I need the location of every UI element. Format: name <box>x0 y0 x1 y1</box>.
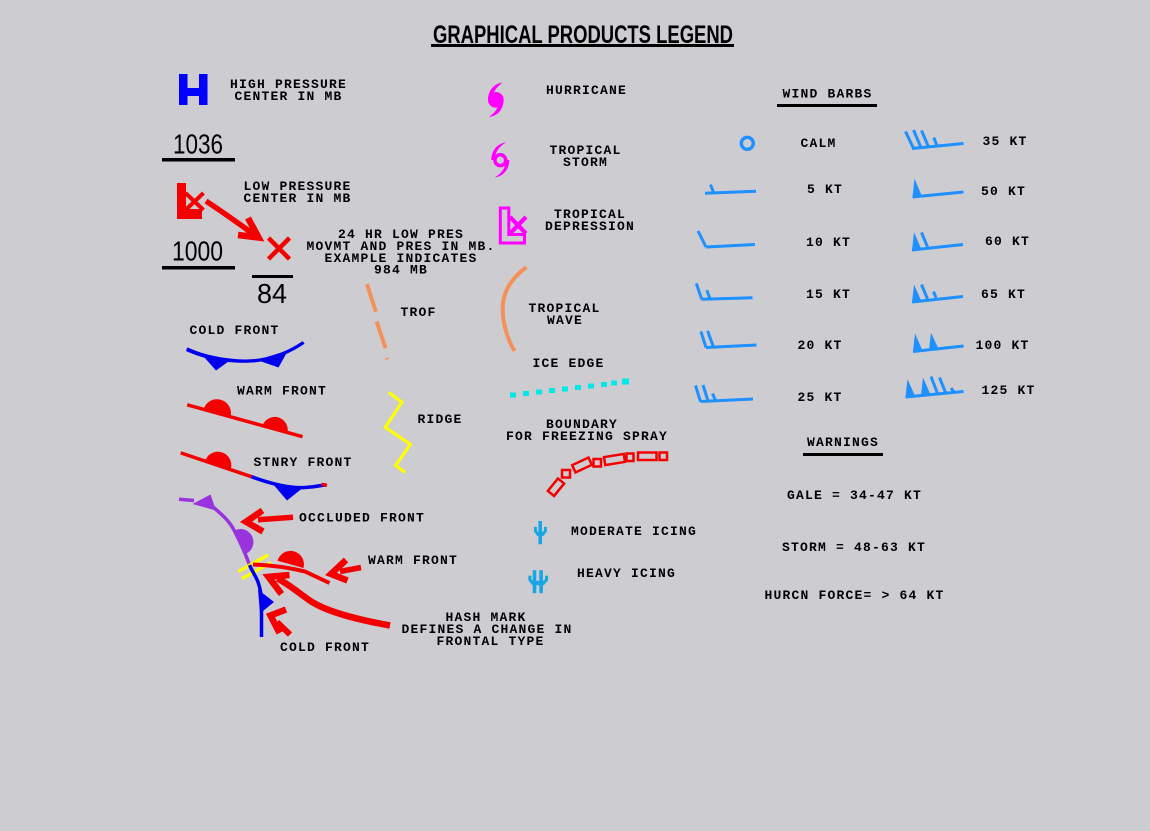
svg-text:WARM FRONT: WARM FRONT <box>368 553 458 568</box>
svg-text:10 KT: 10 KT <box>806 235 851 250</box>
svg-text:1036: 1036 <box>173 129 223 160</box>
svg-text:60 KT: 60 KT <box>985 234 1030 249</box>
svg-text:24 HR LOW PRES: 24 HR LOW PRES <box>338 227 464 242</box>
svg-text:TROF: TROF <box>400 305 436 320</box>
svg-text:DEPRESSION: DEPRESSION <box>545 219 635 234</box>
svg-text:FRONTAL TYPE: FRONTAL TYPE <box>436 634 544 649</box>
svg-text:ICE EDGE: ICE EDGE <box>532 356 604 371</box>
svg-text:125 KT: 125 KT <box>981 383 1035 398</box>
svg-text:5 KT: 5 KT <box>807 182 843 197</box>
svg-text:WIND BARBS: WIND BARBS <box>782 87 872 102</box>
svg-text:100 KT: 100 KT <box>975 338 1029 353</box>
svg-text:35 KT: 35 KT <box>982 134 1027 149</box>
svg-text:OCCLUDED FRONT: OCCLUDED FRONT <box>299 511 425 526</box>
svg-text:HASH MARK: HASH MARK <box>445 610 526 625</box>
svg-text:MODERATE ICING: MODERATE ICING <box>571 524 697 539</box>
svg-text:COLD FRONT: COLD FRONT <box>280 640 370 655</box>
svg-text:15 KT: 15 KT <box>806 287 851 302</box>
svg-text:25 KT: 25 KT <box>797 390 842 405</box>
svg-text:STNRY FRONT: STNRY FRONT <box>253 455 352 470</box>
svg-text:HURRICANE: HURRICANE <box>546 83 627 98</box>
svg-text:TROPICAL: TROPICAL <box>528 301 600 316</box>
svg-text:BOUNDARY: BOUNDARY <box>546 417 618 432</box>
svg-text:COLD FRONT: COLD FRONT <box>189 323 279 338</box>
svg-text:DEFINES A CHANGE IN: DEFINES A CHANGE IN <box>401 622 572 637</box>
svg-text:WAVE: WAVE <box>547 313 583 328</box>
svg-text:CENTER IN MB: CENTER IN MB <box>234 89 342 104</box>
svg-text:20 KT: 20 KT <box>797 338 842 353</box>
svg-text:GALE = 34-47 KT: GALE = 34-47 KT <box>787 488 922 503</box>
svg-text:HIGH PRESSURE: HIGH PRESSURE <box>230 77 347 92</box>
svg-text:STORM = 48-63 KT: STORM = 48-63 KT <box>782 540 926 555</box>
svg-text:EXAMPLE INDICATES: EXAMPLE INDICATES <box>324 251 477 266</box>
svg-text:CALM: CALM <box>800 136 836 151</box>
svg-text:HURCN FORCE= > 64 KT: HURCN FORCE= > 64 KT <box>764 588 944 603</box>
svg-text:84: 84 <box>257 278 287 309</box>
svg-text:LOW PRESSURE: LOW PRESSURE <box>243 179 351 194</box>
svg-text:WARM FRONT: WARM FRONT <box>237 384 327 399</box>
svg-text:TROPICAL: TROPICAL <box>549 143 621 158</box>
svg-text:TROPICAL: TROPICAL <box>554 207 626 222</box>
svg-text:RIDGE: RIDGE <box>417 412 462 427</box>
svg-text:STORM: STORM <box>563 155 608 170</box>
svg-text:984 MB: 984 MB <box>374 263 428 278</box>
svg-text:50 KT: 50 KT <box>981 184 1026 199</box>
svg-text:65 KT: 65 KT <box>981 287 1026 302</box>
svg-text:WARNINGS: WARNINGS <box>807 435 879 450</box>
svg-text:CENTER IN MB: CENTER IN MB <box>243 191 351 206</box>
svg-text:1000: 1000 <box>172 236 223 267</box>
svg-text:MOVMT AND PRES IN MB.: MOVMT AND PRES IN MB. <box>306 239 495 254</box>
svg-text:HEAVY ICING: HEAVY ICING <box>577 566 676 581</box>
svg-text:FOR FREEZING SPRAY: FOR FREEZING SPRAY <box>506 429 668 444</box>
